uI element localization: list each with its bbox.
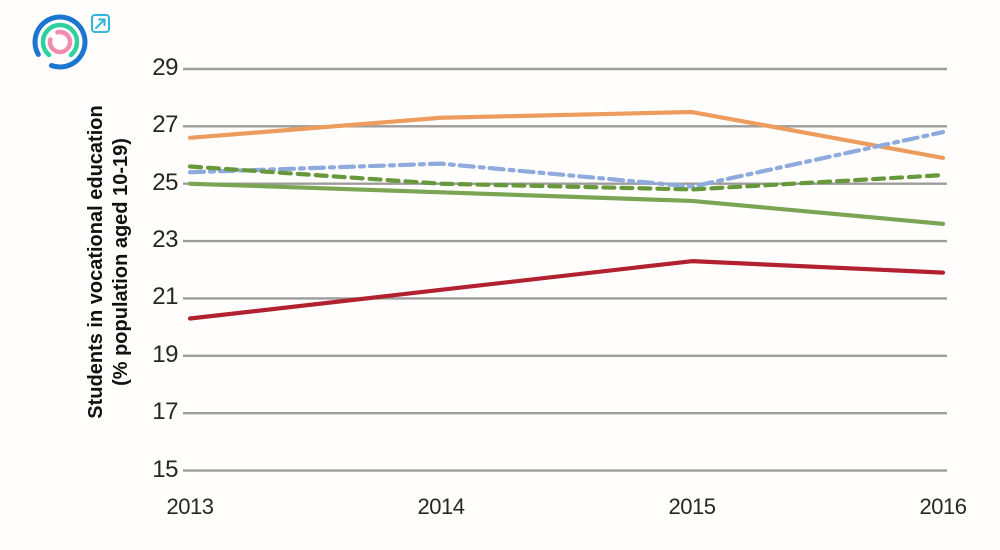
external-link-icon[interactable] [91,14,110,33]
y-tick-label-21: 21 [152,283,178,311]
series-green-solid [187,181,946,226]
y-tick-label-19: 19 [152,340,178,368]
y-tick-label-25: 25 [152,168,178,196]
series-dark-red-solid [187,259,946,321]
x-tick-label-2016: 2016 [919,494,967,519]
logo [15,4,110,72]
x-tick-label-2015: 2015 [668,494,716,519]
y-tick-label-27: 27 [152,111,178,139]
y-tick-label-17: 17 [152,398,178,426]
circular-arcs-logo [32,14,110,70]
series-green-dashed [187,164,946,192]
y-tick-label-29: 29 [152,53,178,81]
x-tick-label-2014: 2014 [417,494,465,519]
y-tick-label-23: 23 [152,225,178,253]
x-tick-label-2013: 2013 [166,494,214,519]
series-blue-dash-dot [187,129,946,189]
series-orange-solid [187,109,946,161]
y-tick-label-15: 15 [152,455,178,483]
